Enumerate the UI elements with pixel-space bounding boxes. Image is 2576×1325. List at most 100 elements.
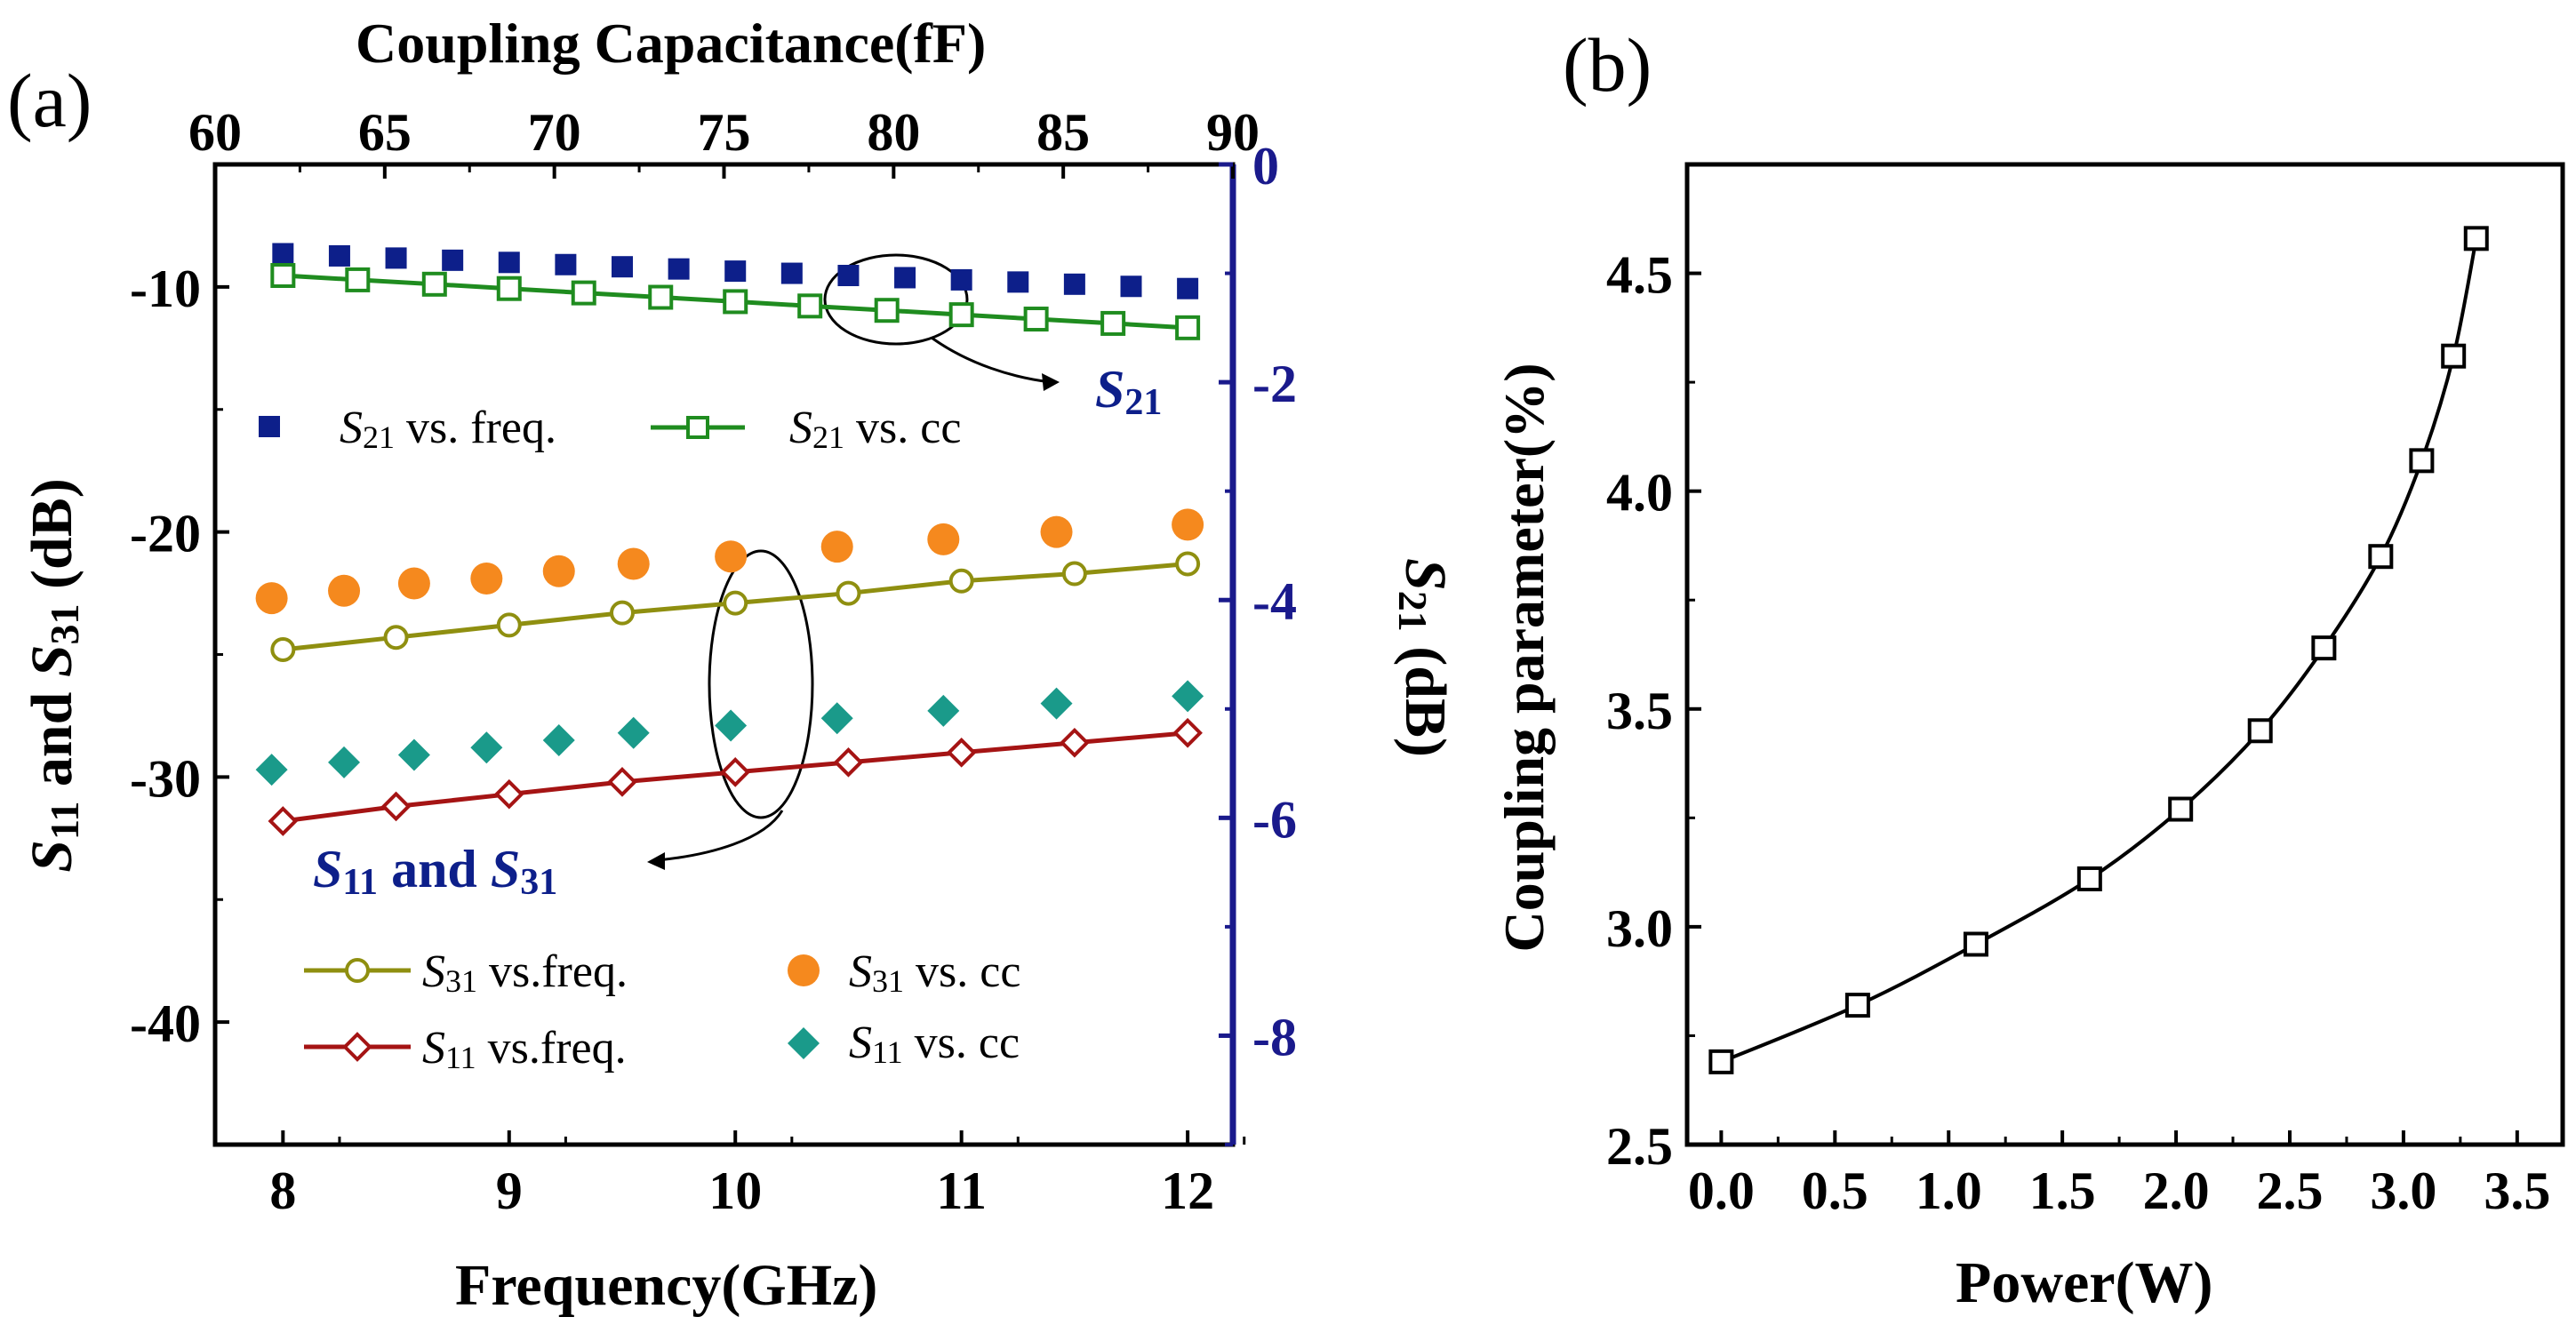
point-coupling-parameter-5 [2247,718,2273,744]
panel-b-ticks: 0.0 0.5 1.0 1.5 2.0 2.5 3.0 3.5 2.5 3.0 3.5 4.0 4.5 [1606,163,2550,1220]
point-s21-vs-cc-12 [1175,315,1201,340]
point-s11-vs-cc-4 [542,724,575,757]
legend-s11-freq: S11 vs.freq. [422,1023,627,1075]
legend-s11-cc: S11 vs. cc [849,1018,1020,1070]
point-s11-vs-freq-2 [493,778,524,810]
point-s21-vs-cc-6 [723,289,748,315]
point-s11-vs-cc-10 [1172,680,1204,713]
point-s11-vs-cc-8 [927,694,960,727]
point-s21-vs-cc-5 [648,284,674,310]
point-s31-vs-cc-6 [715,540,748,573]
panel-b-x-axis-title: Power(W) [1956,1250,2213,1315]
panel-b-x-tick-label-1: 0.5 [1802,1161,1868,1220]
point-coupling-parameter-2 [1963,931,1988,957]
point-s21-vs-cc-3 [496,275,522,301]
panel-b-x-tick-label-0: 0.0 [1688,1161,1755,1220]
y-tick-label-1: -20 [130,505,201,563]
point-s21-vs-cc-9 [948,302,974,328]
panel-b-y-tick-label-0: 2.5 [1606,1117,1673,1176]
legend-s21-cc-marker [686,416,709,439]
point-s21-vs-cc-8 [874,298,900,323]
point-coupling-parameter-9 [2441,343,2467,369]
point-s11-vs-cc-7 [820,702,853,735]
legend-s31-freq: S31 vs.freq. [422,946,628,999]
top-x-tick-label-4: 80 [867,103,920,162]
point-s11-vs-freq-6 [946,737,977,768]
point-coupling-parameter-0 [1708,1049,1734,1074]
legend-s21-cc: S21 vs. cc [789,403,961,455]
panel-b-y-tick-label-2: 3.5 [1606,682,1673,740]
legend-s31-cc: S31 vs. cc [849,946,1020,999]
legend-s31-cc-marker [788,954,820,986]
series-line-coupling-parameter [1720,237,2478,1064]
point-s31-vs-cc-2 [397,567,430,600]
point-s11-vs-freq-7 [1060,727,1090,758]
point-s21-vs-freq-6 [612,256,633,278]
point-s21-vs-freq-10 [837,265,860,287]
point-s21-vs-freq-8 [724,260,747,283]
point-coupling-parameter-6 [2311,635,2337,661]
point-coupling-parameter-10 [2463,226,2489,251]
point-s11-vs-freq-0 [268,806,299,836]
panel-b-y-tick-label-1: 3.0 [1606,899,1673,958]
point-s31-vs-freq-7 [1061,561,1087,587]
legend-s21-freq: S21 vs. freq. [340,403,556,455]
point-s21-vs-freq-14 [1063,273,1085,295]
point-s11-vs-freq-8 [1172,717,1203,748]
y-tick-label-2: -30 [130,749,201,808]
point-s21-vs-freq-15 [1120,275,1142,298]
point-coupling-parameter-3 [2076,866,2102,891]
point-coupling-parameter-4 [2168,796,2194,822]
top-x-axis-title: Coupling Capacitance(fF) [356,12,986,75]
s21-ellipse [823,253,969,346]
x-tick-label-3: 11 [936,1161,987,1220]
panel-a: (a) 8 9 10 11 12 60 65 70 75 80 85 90 -10 -20 -30 -40 0 -… [7,12,1458,1318]
top-x-tick-label-6: 90 [1206,103,1260,162]
x-tick-label-2: 10 [708,1161,762,1220]
point-s11-vs-freq-4 [720,757,751,787]
s21-arrow [931,336,1052,384]
point-s31-vs-freq-8 [1175,551,1201,577]
y-tick-label-3: -40 [130,994,201,1053]
point-s31-vs-freq-4 [723,590,748,616]
legend-s21-freq-marker [259,416,280,437]
x-tick-label-0: 8 [269,1161,296,1220]
top-x-tick-label-0: 60 [188,103,242,162]
point-s31-vs-freq-6 [948,568,974,594]
point-s21-vs-freq-9 [780,262,803,284]
panel-b-x-tick-label-3: 1.5 [2029,1161,2096,1220]
point-coupling-parameter-8 [2409,448,2435,474]
y-tick-label-0: -10 [130,259,201,318]
point-s21-vs-freq-3 [442,249,464,271]
point-s21-vs-cc-11 [1100,310,1126,336]
s11-s31-ellipse [708,549,814,819]
s11-s31-arrowhead [647,852,665,870]
point-s11-vs-cc-9 [1040,687,1073,720]
point-s31-vs-cc-8 [927,523,960,555]
annotation-s11-s31: S11 and S31 [313,840,557,903]
point-s21-vs-freq-16 [1177,277,1199,299]
panel-b-data [1708,226,2489,1074]
point-s21-vs-cc-10 [1023,307,1049,332]
point-s21-vs-freq-0 [272,243,294,265]
point-s11-vs-cc-0 [255,754,288,786]
panel-b-label: (b) [1563,22,1652,108]
point-s31-vs-freq-5 [836,580,861,606]
point-s31-vs-cc-10 [1172,508,1204,541]
point-s21-vs-freq-12 [950,268,972,291]
panel-a-data [255,243,1204,836]
panel-b-x-tick-label-2: 1.0 [1916,1161,1982,1220]
panel-b-x-tick-label-4: 2.0 [2143,1161,2210,1220]
top-x-tick-label-2: 70 [528,103,581,162]
x-tick-label-1: 9 [496,1161,523,1220]
panel-b-x-tick-label-6: 3.0 [2370,1161,2436,1220]
point-s21-vs-freq-11 [894,267,916,289]
point-s21-vs-freq-13 [1007,271,1029,293]
point-s31-vs-cc-3 [470,563,503,595]
point-s21-vs-cc-0 [270,263,296,289]
right-y-tick-label-1: -2 [1252,355,1297,413]
point-s11-vs-cc-3 [470,731,503,764]
legend-s31-freq-marker [345,958,370,983]
point-s21-vs-freq-5 [555,253,577,275]
